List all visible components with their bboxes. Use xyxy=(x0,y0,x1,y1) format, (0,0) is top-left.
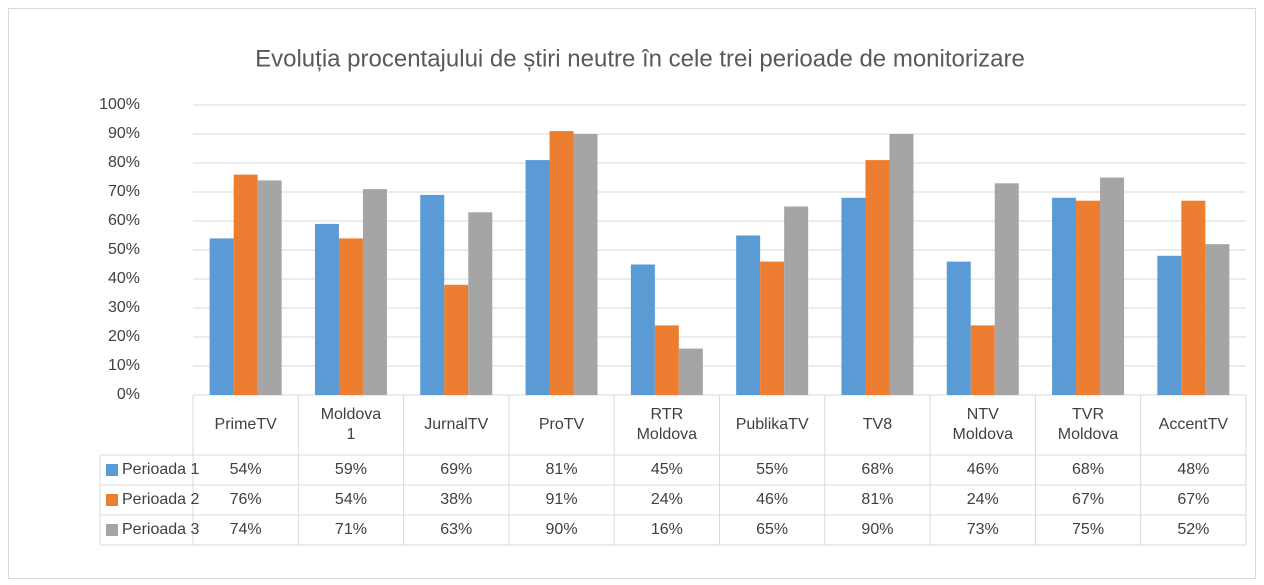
legend-key xyxy=(106,524,118,536)
x-tick-label: JurnalTV xyxy=(424,416,489,433)
x-tick-cell: Moldova 1 xyxy=(320,406,382,443)
bar xyxy=(841,197,866,395)
data-label: 76% xyxy=(230,491,262,508)
data-label: 54% xyxy=(335,491,367,508)
legend-key xyxy=(106,464,118,476)
legend-label: Perioada 1 xyxy=(122,461,199,478)
bar xyxy=(970,325,995,395)
bar xyxy=(994,183,1019,395)
bar xyxy=(1052,197,1077,395)
bar xyxy=(654,325,679,395)
y-tick-label: 50% xyxy=(108,241,140,258)
y-tick-label: 10% xyxy=(108,357,140,374)
y-tick-label: 40% xyxy=(108,270,140,287)
data-label: 54% xyxy=(230,461,262,478)
data-label: 81% xyxy=(861,491,893,508)
bar xyxy=(314,223,339,395)
data-label: 63% xyxy=(440,521,472,538)
x-tick-cell: NTV Moldova xyxy=(952,406,1013,443)
data-label: 24% xyxy=(651,491,683,508)
x-tick-label: ProTV xyxy=(538,416,585,433)
bar xyxy=(784,206,809,395)
data-label: 67% xyxy=(1072,491,1104,508)
y-tick-label: 60% xyxy=(108,212,140,229)
data-label: 46% xyxy=(756,491,788,508)
y-tick-label: 100% xyxy=(99,96,140,113)
x-tick-label: PublikaTV xyxy=(735,416,809,433)
bar xyxy=(549,131,574,395)
y-tick-label: 30% xyxy=(108,299,140,316)
data-label: 75% xyxy=(1072,521,1104,538)
y-tick-label: 20% xyxy=(108,328,140,345)
bar xyxy=(573,134,598,395)
data-label: 16% xyxy=(651,521,683,538)
data-label: 73% xyxy=(967,521,999,538)
data-label: 68% xyxy=(1072,461,1104,478)
y-tick-label: 70% xyxy=(108,183,140,200)
bar xyxy=(760,261,785,395)
data-label: 68% xyxy=(861,461,893,478)
data-label: 90% xyxy=(861,521,893,538)
x-tick-label: NTV Moldova xyxy=(952,406,1013,443)
data-label: 71% xyxy=(335,521,367,538)
bar xyxy=(257,180,282,395)
legend-label: Perioada 3 xyxy=(122,521,199,538)
x-tick-label: RTR Moldova xyxy=(636,406,698,443)
x-tick-label: Moldova 1 xyxy=(320,406,382,443)
x-tick-label: TV8 xyxy=(862,416,893,433)
bar xyxy=(1157,255,1182,395)
data-label: 69% xyxy=(440,461,472,478)
data-label: 91% xyxy=(546,491,578,508)
x-tick-cell: ProTV xyxy=(538,416,585,433)
data-label: 48% xyxy=(1177,461,1209,478)
data-label: 59% xyxy=(335,461,367,478)
data-label: 45% xyxy=(651,461,683,478)
bar xyxy=(338,238,363,395)
legend-label: Perioada 2 xyxy=(122,491,199,508)
x-tick-cell: AccentTV xyxy=(1158,416,1229,433)
bar xyxy=(420,194,445,395)
data-label: 24% xyxy=(967,491,999,508)
bar xyxy=(1100,177,1125,395)
bar xyxy=(946,261,971,395)
chart-title: Evoluția procentajului de știri neutre î… xyxy=(255,45,1025,72)
data-label: 52% xyxy=(1177,521,1209,538)
x-tick-cell: PrimeTV xyxy=(214,416,277,433)
data-label: 38% xyxy=(440,491,472,508)
bar xyxy=(468,212,493,395)
x-tick-cell: JurnalTV xyxy=(424,416,489,433)
data-label: 55% xyxy=(756,461,788,478)
bar xyxy=(736,235,761,395)
bar xyxy=(1205,244,1230,395)
x-tick-cell: RTR Moldova xyxy=(636,406,698,443)
bar xyxy=(525,160,550,395)
bar xyxy=(678,348,703,395)
bar xyxy=(444,284,469,395)
data-label: 81% xyxy=(546,461,578,478)
data-label: 74% xyxy=(230,521,262,538)
bar xyxy=(362,189,387,395)
y-tick-label: 90% xyxy=(108,125,140,142)
data-label: 67% xyxy=(1177,491,1209,508)
x-tick-label: TVR Moldova xyxy=(1057,406,1119,443)
data-label: 46% xyxy=(967,461,999,478)
bar xyxy=(233,174,258,395)
y-tick-label: 80% xyxy=(108,154,140,171)
x-tick-cell: TV8 xyxy=(862,416,893,433)
x-tick-label: PrimeTV xyxy=(214,416,277,433)
y-tick-label: 0% xyxy=(117,386,140,403)
x-tick-cell: PublikaTV xyxy=(735,416,809,433)
legend-key xyxy=(106,494,118,506)
data-label: 90% xyxy=(546,521,578,538)
bar xyxy=(889,134,914,395)
x-tick-label: AccentTV xyxy=(1158,416,1229,433)
bar xyxy=(630,264,655,395)
bar xyxy=(865,160,890,395)
bar xyxy=(209,238,234,395)
x-tick-cell: TVR Moldova xyxy=(1057,406,1119,443)
data-label: 65% xyxy=(756,521,788,538)
bar xyxy=(1181,200,1206,395)
bar xyxy=(1076,200,1101,395)
